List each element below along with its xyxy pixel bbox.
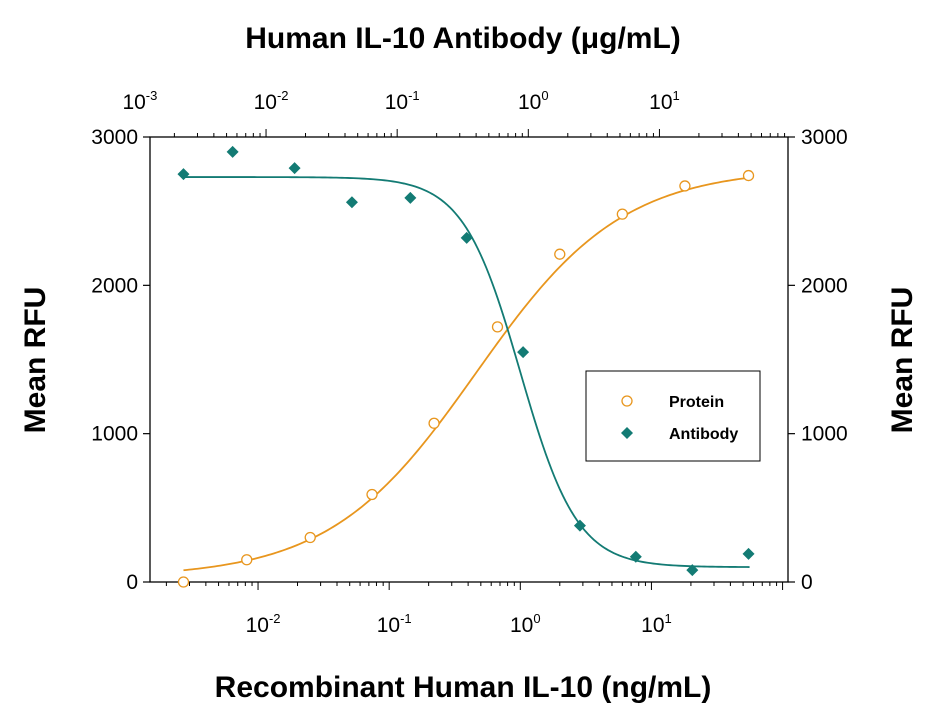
protein-point (304, 531, 316, 544)
x-tick-label-top: 10-3 (122, 88, 157, 114)
y-tick-label-right: 2000 (801, 274, 848, 297)
antibody-point (404, 191, 417, 204)
legend-protein-marker (621, 395, 633, 407)
legend: Protein Antibody (585, 370, 761, 462)
legend-antibody-marker (621, 427, 633, 439)
x-tick-label-top: 101 (649, 88, 680, 114)
legend-box (585, 370, 761, 462)
legend-antibody-label: Antibody (669, 426, 738, 443)
antibody-point (226, 145, 239, 158)
antibody-point (573, 519, 586, 532)
y-axis-label-right: Mean RFU (886, 287, 919, 434)
y-tick-label-left: 1000 (91, 423, 138, 446)
antibody-point (629, 550, 642, 563)
antibody-point (460, 231, 473, 244)
x-tick-label-top: 10-1 (385, 88, 420, 114)
protein-point (679, 180, 691, 192)
protein-point (177, 576, 190, 588)
antibody-point (288, 162, 301, 175)
protein-point (616, 208, 628, 220)
legend-protein-label: Protein (669, 394, 724, 411)
protein-fit-curve (183, 176, 750, 572)
protein-point (241, 554, 253, 566)
protein-point (554, 248, 566, 260)
x-tick-label-top: 100 (518, 88, 549, 114)
x-tick-label-bottom: 10-2 (246, 611, 281, 637)
protein-point (428, 417, 440, 429)
x-tick-label-bottom: 10-1 (377, 611, 412, 637)
y-axis-label-left: Mean RFU (19, 287, 52, 434)
x-tick-label-top: 10-2 (254, 88, 289, 114)
y-tick-label-left: 3000 (91, 126, 138, 149)
x-tick-label-bottom: 101 (641, 611, 672, 637)
fit-curves (183, 176, 750, 572)
data-points (177, 145, 755, 588)
y-tick-label-left: 2000 (91, 274, 138, 297)
x-tick-label-bottom: 100 (510, 611, 541, 637)
plot-frame (149, 136, 789, 583)
y-tick-label-right: 1000 (801, 423, 848, 446)
protein-point (366, 488, 378, 501)
y-tick-label-right: 0 (801, 571, 813, 594)
antibody-point (742, 547, 755, 560)
antibody-point (345, 196, 358, 209)
y-tick-label-left: 0 (126, 571, 138, 594)
y-tick-label-right: 3000 (801, 126, 848, 149)
x-axis-label: Recombinant Human IL-10 (ng/mL) (215, 671, 712, 704)
antibody-point (177, 168, 190, 181)
antibody-fit-curve (183, 176, 750, 568)
antibody-point (517, 346, 530, 359)
chart-title: Human IL-10 Antibody (μg/mL) (245, 22, 681, 55)
protein-point (491, 321, 504, 333)
axis-ticks: 0 0 1000 1000 2000 2000 3000 3000 10-2 10-1 100 101… (91, 88, 847, 637)
protein-point (742, 169, 755, 182)
antibody-point (686, 564, 699, 577)
